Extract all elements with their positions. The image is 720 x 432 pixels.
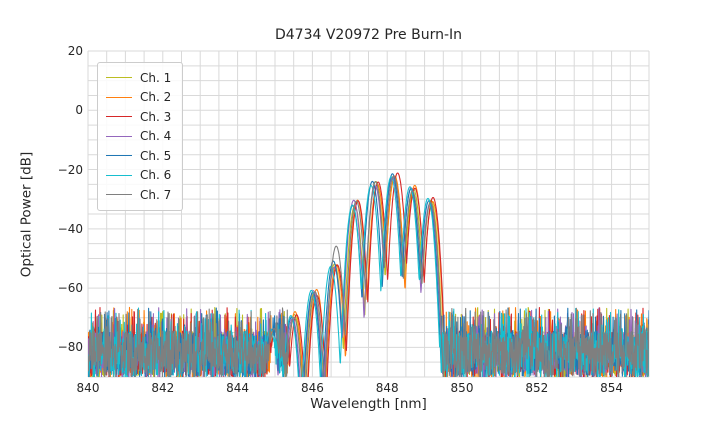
legend-item-label: Ch. 6 [140,168,172,183]
legend-item: Ch. 7 [106,185,171,205]
x-tick-label: 842 [151,381,175,395]
y-tick-label: −60 [57,281,83,296]
series-line-ch-7 [88,175,649,377]
chart-title: D4734 V20972 Pre Burn-In [274,27,463,43]
legend-item: Ch. 3 [106,107,171,127]
legend-item: Ch. 6 [106,166,171,186]
y-tick-label: −80 [57,340,83,355]
x-tick-label: 844 [226,381,250,395]
x-tick-label: 854 [600,381,624,395]
x-tick-label: 846 [300,381,324,395]
legend-item: Ch. 2 [106,88,171,108]
x-tick-label: 840 [76,381,100,395]
x-tick-label: 848 [375,381,399,395]
legend-line-swatch [106,135,132,137]
y-tick-label: −40 [57,221,83,236]
legend-item: Ch. 4 [106,127,171,147]
legend: Ch. 1 Ch. 2 Ch. 3 Ch. 4 Ch. 5 Ch. 6 Ch. 7 [97,62,184,211]
y-axis-label: Optical Power [dB] [18,151,35,278]
legend-item-label: Ch. 1 [140,70,172,85]
x-axis-label: Wavelength [nm] [310,396,427,412]
legend-line-swatch [106,77,132,79]
y-tick-label: −20 [57,162,83,177]
legend-line-swatch [106,116,132,118]
legend-line-swatch [106,96,132,98]
legend-line-swatch [106,155,132,157]
legend-line-swatch [106,194,132,196]
x-tick-label: 852 [525,381,549,395]
legend-item: Ch. 5 [106,146,171,166]
legend-item-label: Ch. 3 [140,109,172,124]
legend-item-label: Ch. 4 [140,129,172,144]
legend-item: Ch. 1 [106,68,171,88]
legend-item-label: Ch. 5 [140,148,172,163]
legend-item-label: Ch. 7 [140,187,172,202]
series-lines [88,172,649,377]
legend-item-label: Ch. 2 [140,90,172,105]
legend-line-swatch [106,174,132,176]
y-tick-label: 0 [75,103,83,118]
y-tick-label: 20 [67,44,83,58]
x-tick-label: 850 [450,381,474,395]
series-line-ch-6 [88,176,649,377]
